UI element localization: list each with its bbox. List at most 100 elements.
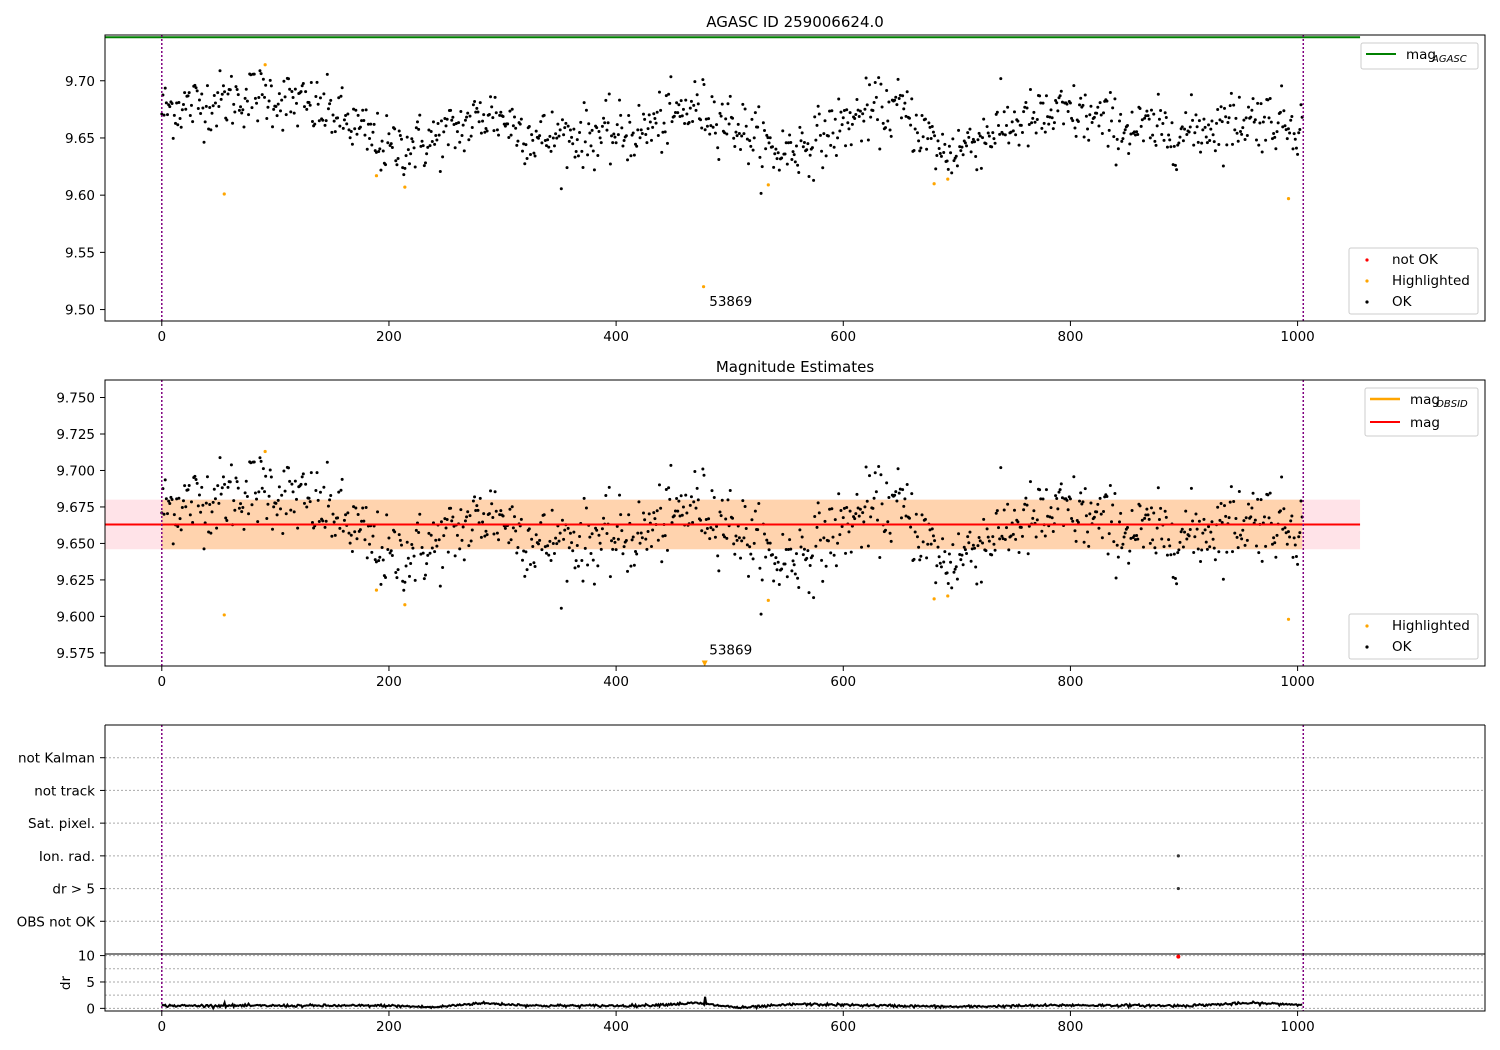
agasc-ok-point bbox=[1034, 131, 1038, 135]
magnitude-ok-point bbox=[473, 495, 477, 499]
agasc-ok-point bbox=[630, 133, 634, 137]
agasc-ok-point bbox=[474, 110, 478, 114]
magnitude-ok-point bbox=[800, 535, 804, 539]
magnitude-ok-point bbox=[275, 513, 279, 517]
agasc-ok-point bbox=[413, 165, 417, 169]
magnitude-ok-point bbox=[282, 469, 286, 473]
agasc-ok-point bbox=[1184, 111, 1188, 115]
magnitude-ok-point bbox=[495, 531, 499, 535]
agasc-ok-point bbox=[894, 95, 898, 99]
magnitude-ok-point bbox=[1296, 562, 1300, 566]
magnitude-xtick-label: 1000 bbox=[1280, 674, 1314, 690]
magnitude-ok-point bbox=[530, 537, 534, 541]
agasc-ok-point bbox=[551, 136, 555, 140]
agasc-ok-point bbox=[417, 127, 421, 131]
agasc-ok-point bbox=[181, 102, 185, 106]
agasc-ok-point bbox=[1072, 84, 1076, 88]
agasc-ok-point bbox=[398, 134, 402, 138]
agasc-ok-point bbox=[530, 133, 534, 137]
agasc-ok-point bbox=[923, 117, 927, 121]
magnitude-ok-point bbox=[893, 493, 897, 497]
magnitude-ok-point bbox=[513, 515, 517, 519]
agasc-ok-point bbox=[1052, 121, 1056, 125]
magnitude-ok-point bbox=[1127, 561, 1131, 565]
agasc-ok-point bbox=[165, 113, 169, 117]
magnitude-ok-point bbox=[469, 539, 473, 543]
magnitude-ok-point bbox=[1189, 486, 1193, 490]
magnitude-ok-point bbox=[936, 545, 940, 549]
agasc-ok-point bbox=[490, 105, 494, 109]
dr-axis-label: dr bbox=[58, 975, 74, 990]
magnitude-ok-point bbox=[475, 504, 479, 508]
agasc-ok-point bbox=[667, 92, 671, 96]
magnitude-ok-point bbox=[162, 512, 166, 516]
magnitude-ok-point bbox=[962, 545, 966, 549]
agasc-ok-point bbox=[1138, 107, 1142, 111]
magnitude-ok-point bbox=[1225, 550, 1229, 554]
magnitude-ok-point bbox=[776, 560, 780, 564]
agasc-ok-point bbox=[441, 155, 445, 159]
magnitude-xtick-label: 200 bbox=[376, 674, 402, 690]
agasc-ok-point bbox=[672, 114, 676, 118]
magnitude-ok-point bbox=[338, 526, 342, 530]
agasc-ok-point bbox=[1009, 130, 1013, 134]
magnitude-ok-point bbox=[494, 509, 498, 513]
agasc-ok-point bbox=[1099, 113, 1103, 117]
agasc-ok-point bbox=[1088, 113, 1092, 117]
agasc-ok-point bbox=[489, 95, 493, 99]
magnitude-ok-point bbox=[573, 566, 577, 570]
agasc-ok-point bbox=[1135, 130, 1139, 134]
magnitude-ok-point bbox=[453, 554, 457, 558]
magnitude-ok-point bbox=[205, 475, 209, 479]
agasc-ok-point bbox=[896, 77, 900, 81]
magnitude-ok-point bbox=[772, 579, 776, 583]
magnitude-ok-point bbox=[863, 505, 867, 509]
agasc-ok-point bbox=[396, 157, 400, 161]
agasc-ok-point bbox=[817, 112, 821, 116]
agasc-ok-point bbox=[433, 142, 437, 146]
magnitude-ok-point bbox=[644, 537, 648, 541]
agasc-ok-point bbox=[495, 128, 499, 132]
agasc-ok-point bbox=[606, 121, 610, 125]
magnitude-ok-point bbox=[232, 499, 236, 503]
agasc-ok-point bbox=[974, 154, 978, 158]
magnitude-ok-point bbox=[656, 538, 660, 542]
magnitude-ok-point bbox=[1274, 555, 1278, 559]
agasc-ok-point bbox=[1129, 132, 1133, 136]
agasc-ok-point bbox=[453, 146, 457, 150]
agasc-ok-point bbox=[761, 121, 765, 125]
agasc-ok-point bbox=[1160, 132, 1164, 136]
agasc-legend-bottom: not OK Highlighted OK bbox=[1348, 247, 1479, 315]
agasc-ok-point bbox=[765, 133, 769, 137]
magnitude-ok-point bbox=[402, 588, 406, 592]
agasc-ok-point bbox=[369, 122, 373, 126]
magnitude-ok-point bbox=[1184, 509, 1188, 513]
agasc-ok-point bbox=[976, 138, 980, 142]
magnitude-ok-point bbox=[304, 482, 308, 486]
magnitude-ok-point bbox=[680, 513, 684, 517]
magnitude-ok-point bbox=[180, 505, 184, 509]
magnitude-ok-point bbox=[673, 509, 677, 513]
magnitude-ok-point bbox=[1220, 521, 1224, 525]
flag-point bbox=[1176, 886, 1180, 891]
agasc-ok-point bbox=[723, 131, 727, 135]
agasc-highlighted-point bbox=[263, 63, 267, 67]
agasc-ok-point bbox=[1019, 123, 1023, 127]
magnitude-ok-point bbox=[923, 517, 927, 521]
agasc-ok-point bbox=[221, 84, 225, 88]
agasc-ok-point bbox=[941, 132, 945, 136]
magnitude-ok-point bbox=[1039, 497, 1043, 501]
agasc-ok-point bbox=[457, 121, 461, 125]
agasc-ok-point bbox=[1076, 119, 1080, 123]
agasc-ok-point bbox=[394, 159, 398, 163]
agasc-ok-point bbox=[1220, 120, 1224, 124]
agasc-ok-point bbox=[773, 152, 777, 156]
magnitude-ok-point bbox=[406, 556, 410, 560]
agasc-ok-point bbox=[758, 155, 762, 159]
agasc-ok-point bbox=[471, 103, 475, 107]
agasc-ok-point bbox=[552, 144, 556, 148]
magnitude-ok-point bbox=[904, 514, 908, 518]
agasc-ok-point bbox=[1111, 106, 1115, 110]
agasc-ok-point bbox=[977, 131, 981, 135]
magnitude-ok-point bbox=[1221, 577, 1225, 581]
